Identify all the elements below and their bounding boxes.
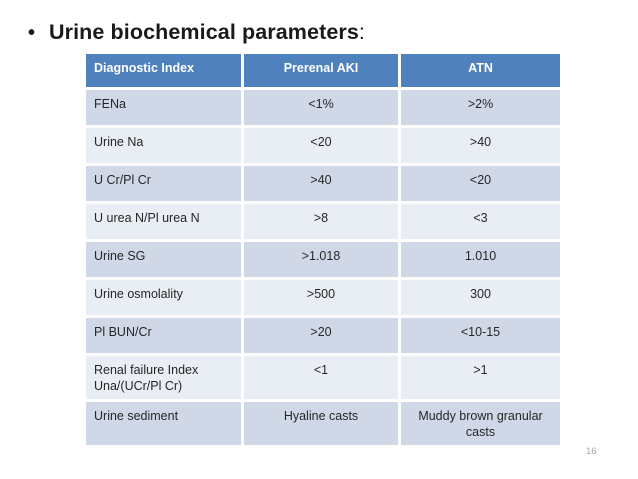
cell-prerenal-aki: >20 (244, 318, 401, 353)
table-row: Urine sediment Hyaline casts Muddy brown… (86, 402, 560, 445)
parameters-table: Diagnostic Index Prerenal AKI ATN FENa <… (86, 54, 560, 445)
header-cell-atn: ATN (468, 61, 493, 75)
cell-atn: >1 (473, 363, 488, 377)
cell-diagnostic-index: FENa (86, 90, 244, 125)
cell-diagnostic-index: Urine Na (86, 128, 244, 163)
cell-diagnostic-index: Urine sediment (86, 402, 244, 445)
cell-atn: <10-15 (460, 325, 501, 339)
cell-atn: Muddy brown granular casts (418, 409, 543, 439)
table-row: Urine osmolality >500 300 (86, 280, 560, 318)
cell-prerenal-aki: <20 (244, 128, 401, 163)
slide-title: Urine biochemical parameters (49, 20, 359, 44)
bullet-icon: • (28, 22, 36, 44)
cell-prerenal-aki: >8 (244, 204, 401, 239)
cell-diagnostic-index: U Cr/Pl Cr (86, 166, 244, 201)
cell-atn: >2% (467, 97, 494, 111)
cell-diagnostic-index: Pl BUN/Cr (86, 318, 244, 353)
table-row: Urine Na <20 >40 (86, 128, 560, 166)
header-cell-prerenal-aki: Prerenal AKI (244, 54, 401, 87)
table-row: FENa <1% >2% (86, 90, 560, 128)
table-row: U Cr/Pl Cr >40 <20 (86, 166, 560, 204)
table-header-row: Diagnostic Index Prerenal AKI ATN (86, 54, 560, 90)
cell-atn: <20 (469, 173, 492, 187)
cell-diagnostic-index: Urine osmolality (86, 280, 244, 315)
header-cell-diagnostic-index: Diagnostic Index (86, 54, 244, 87)
cell-prerenal-aki: <1 (244, 356, 401, 399)
slide-title-colon: : (358, 20, 365, 44)
table-row: Renal failure Index Una/(UCr/Pl Cr) <1 >… (86, 356, 560, 402)
page-number: 16 (586, 446, 597, 457)
cell-prerenal-aki: >500 (244, 280, 401, 315)
cell-atn: >40 (469, 135, 492, 149)
cell-diagnostic-index: U urea N/Pl urea N (86, 204, 244, 239)
cell-diagnostic-index: Urine SG (86, 242, 244, 277)
cell-prerenal-aki: >1.018 (244, 242, 401, 277)
cell-prerenal-aki: >40 (244, 166, 401, 201)
cell-atn: 300 (470, 287, 491, 301)
cell-prerenal-aki: Hyaline casts (244, 402, 401, 445)
cell-atn: 1.010 (464, 249, 497, 263)
slide-title-row: • Urine biochemical parameters: (28, 20, 365, 45)
table-row: U urea N/Pl urea N >8 <3 (86, 204, 560, 242)
table-row: Urine SG >1.018 1.010 (86, 242, 560, 280)
cell-prerenal-aki: <1% (244, 90, 401, 125)
cell-diagnostic-index: Renal failure Index Una/(UCr/Pl Cr) (86, 356, 244, 399)
table-row: Pl BUN/Cr >20 <10-15 (86, 318, 560, 356)
table-body: FENa <1% >2% Urine Na <20 >40 U Cr/Pl Cr… (86, 90, 560, 445)
cell-atn: <3 (473, 211, 488, 225)
